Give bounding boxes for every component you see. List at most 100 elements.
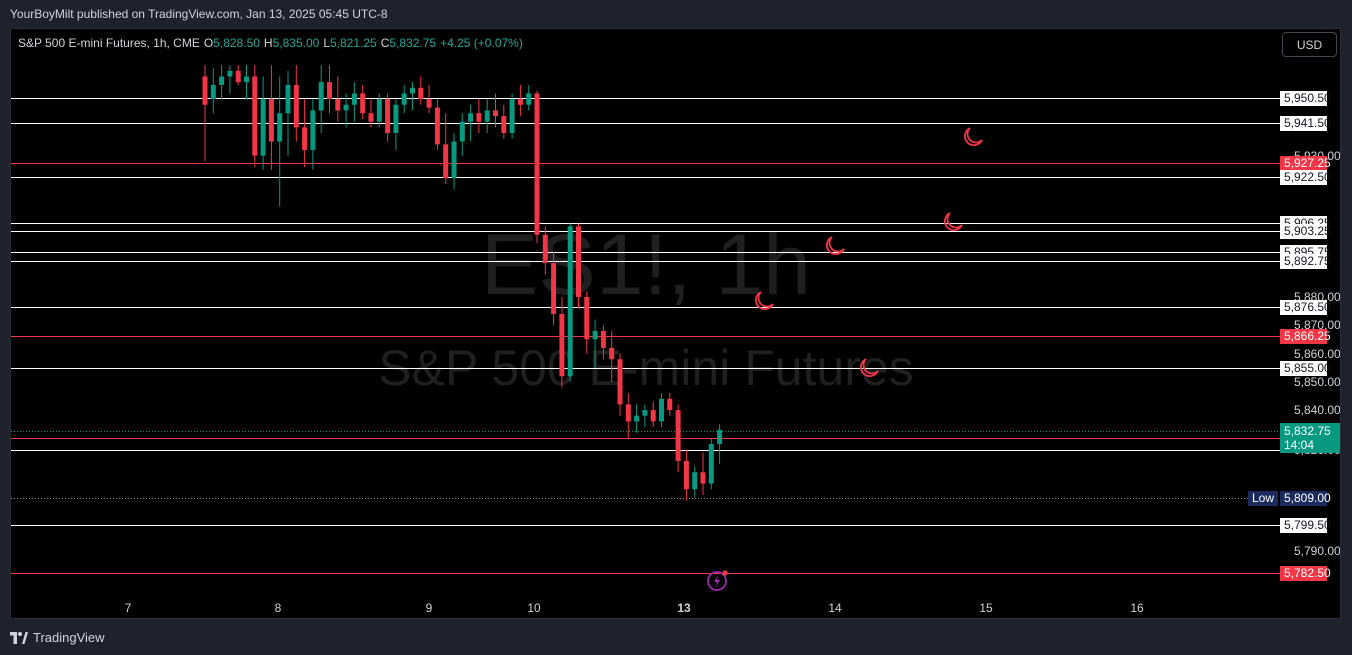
price-tag: 5,809.00 [1280,490,1331,506]
candle-body [600,330,606,348]
current-price-tag: 5,832.75 14:04 [1280,422,1340,453]
legend-low: L5,821.25 [323,36,377,50]
moon-icon [943,212,963,232]
candle-body [202,76,208,105]
price-tag: 5,876.50 [1280,299,1331,315]
candle-body [484,110,490,122]
candle-body [717,429,723,444]
candle-body [542,234,548,264]
candle-body [410,87,415,94]
time-axis-label: 13 [677,601,691,615]
candle-body [277,113,283,142]
candle-body [227,70,233,77]
candle-body [567,226,573,377]
bar-countdown: 14:04 [1284,437,1315,452]
time-axis-label: 10 [527,601,541,615]
candle-body [517,99,523,105]
price-tag: 5,892.75 [1280,253,1331,269]
candle-body [327,82,332,100]
candle-body [360,93,366,114]
candle-body [493,110,498,117]
candle-body [252,76,258,156]
candle-body [609,347,615,360]
candle-body [675,410,681,461]
legend-close: C5,832.75 [380,36,437,50]
tradingview-logo-icon [10,631,28,644]
price-axis-label: 5,850.00 [1294,374,1341,389]
candle-body [667,398,673,411]
price-tag: 5,927.25 [1280,156,1331,172]
candle-body [376,99,382,122]
currency-button[interactable]: USD [1282,32,1337,57]
low-marker-label: Low [1248,490,1279,506]
candle-body [443,144,449,179]
candle-body [625,404,631,422]
candle-body [219,76,225,85]
candle-body [401,93,407,105]
symbol-legend: S&P 500 E-mini Futures, 1h, CME O5,828.5… [18,36,523,50]
candle-body [683,460,689,490]
price-tag: 5,950.50 [1280,90,1331,106]
price-chart[interactable] [11,29,1341,619]
candle-body [434,107,440,145]
time-axis-label: 8 [274,601,282,615]
legend-open: O5,828.50 [203,36,260,50]
candle-body [650,410,656,422]
time-axis-label: 7 [124,601,132,615]
candle-body [708,443,714,484]
price-axis-label: 5,870.00 [1294,318,1341,333]
price-tag: 5,855.00 [1280,360,1331,376]
price-axis-label: 5,860.00 [1294,346,1341,361]
candle-body [476,113,482,122]
price-tag: 5,941.50 [1280,116,1331,132]
price-axis-label: 5,790.00 [1294,544,1341,559]
candle-body [634,415,640,422]
candle-body [534,93,540,235]
candle-body [642,410,648,416]
price-tag: 5,799.50 [1280,517,1331,533]
candle-body [659,398,664,422]
candle-body [318,82,324,111]
candle-body [426,99,432,108]
legend-high: H5,835.00 [263,36,320,50]
candle-body [385,99,391,134]
candle-body [293,84,299,128]
candle-body [526,93,532,105]
tradingview-logo[interactable]: TradingView [10,630,105,645]
candle-body [351,93,357,105]
candle-body [592,330,598,340]
candle-body [210,84,216,100]
price-tag: 5,903.25 [1280,224,1331,240]
moon-icon [963,127,983,147]
price-axis-label: 5,840.00 [1294,403,1341,418]
candle-body [509,99,515,134]
price-tag: 5,782.50 [1280,565,1331,581]
candle-body [302,127,308,150]
candle-body [368,113,374,122]
candle-body [459,121,465,142]
price-tag: 5,866.25 [1280,328,1331,344]
price-tag: 5,922.50 [1280,169,1331,185]
current-price-value: 5,832.75 [1284,423,1331,438]
candle-body [235,70,241,83]
time-axis-label: 9 [425,601,433,615]
candle-body [260,99,266,156]
time-axis-label: 16 [1130,601,1144,615]
chart-pane[interactable]: ES1!, 1h S&P 500 E-mini Futures S&P 500 … [10,28,1341,619]
candle-body [335,99,341,111]
moon-icon [859,358,879,378]
moon-icon [754,291,774,311]
time-axis-label: 15 [979,601,993,615]
candle-body [617,359,623,405]
candle-body [501,116,507,134]
candle-body [451,141,457,179]
lightning-icon[interactable] [706,568,730,592]
candle-body [692,472,698,490]
candle-body [310,110,316,150]
candle-body [268,99,274,142]
candle-body [468,113,474,122]
time-axis-label: 14 [828,601,842,615]
legend-symbol: S&P 500 E-mini Futures, 1h, CME [18,36,200,50]
candle-body [343,104,349,111]
publish-header: YourBoyMilt published on TradingView.com… [0,0,1352,28]
